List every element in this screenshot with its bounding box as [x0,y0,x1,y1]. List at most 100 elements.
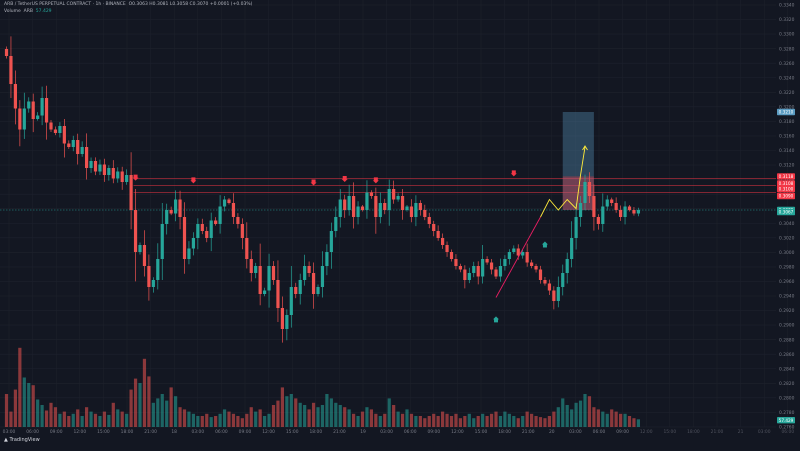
support-up-arrow-icon [493,316,499,323]
candle-body [538,269,543,280]
candle-body [125,175,129,182]
volume-bar [592,407,596,427]
volume-indicator-value: 57.429 [35,9,52,14]
candle-body [9,56,13,84]
candle-body [356,206,360,217]
volume-bar [427,416,431,427]
price-tick-label: 0.3020 [779,235,795,241]
volume-bar [498,416,503,427]
volume-bar [285,396,289,427]
price-tick-label: 0.3240 [779,75,795,81]
price-tick-label: 0.2880 [779,337,795,343]
volume-bar [205,413,209,427]
volume-bar [245,413,249,427]
volume-bar [53,407,58,427]
candle-body [53,129,58,133]
volume-bar [271,405,276,427]
candle-body [222,199,227,207]
candle-body [396,196,400,200]
volume-bar [125,413,129,427]
candle-body [138,245,142,252]
candle-body [40,98,44,116]
candle-body [44,98,49,123]
candle-body [129,175,133,210]
price-label-text: 0.3210 [779,110,794,115]
price-tick-label: 0.3180 [779,119,795,125]
candle-body [294,287,298,294]
candle-body [360,206,365,210]
volume-bar [458,418,462,427]
volume-bar [329,398,333,427]
volume-bar [71,413,75,427]
time-tick-label: 06:00 [404,429,417,435]
candle-body [610,199,614,203]
projection-arrow-head [582,145,588,151]
volume-bar [258,409,262,427]
price-label-text: 0.3118 [779,174,794,179]
price-tick-label: 0.2960 [779,279,795,285]
candle-body [67,143,71,147]
candle-body [547,283,551,291]
candle-body [436,231,440,238]
volume-bar [472,418,476,427]
candle-body [365,192,369,210]
candle-body [587,182,592,196]
volume-bar [316,407,320,427]
candle-body [334,217,338,231]
resistance-down-arrow-icon [132,174,139,181]
candle-body [58,126,62,133]
candle-body [325,252,329,266]
time-tick-label: 03:00 [569,429,582,435]
volume-bar [85,407,89,427]
candle-body [449,252,454,259]
volume-bar [378,416,382,427]
candle-body [481,259,485,277]
volume-bar [494,411,498,427]
time-tick-label: 18:00 [121,429,134,435]
volume-bar [174,396,178,427]
volume-legend: Volume ARB 57.429 [4,9,52,14]
candle-body [111,168,115,179]
candle-body [218,206,222,224]
candle-body [151,280,155,287]
volume-bar [147,376,151,427]
volume-bar [578,400,583,427]
candle-body [285,315,289,329]
candle-body [458,266,462,270]
volume-bar [614,411,618,427]
price-tick-label: 0.2940 [779,294,795,300]
volume-bar [587,396,592,427]
price-tick-label: 0.2840 [779,366,795,372]
volume-bar [267,413,271,427]
volume-indicator-symbol: ARB [23,9,33,14]
volume-bar [298,402,302,427]
candle-body [160,224,164,259]
candle-body [556,287,560,301]
volume-bar [156,398,160,427]
time-tick-label: 06:00 [26,429,39,435]
time-tick-label: 18:00 [687,429,700,435]
candle-body [13,84,17,109]
price-label-tag [777,180,795,187]
candle-body [254,266,258,273]
time-tick-label: 03:00 [380,429,393,435]
volume-bar [49,402,53,427]
volume-bar [236,416,240,427]
candle-body [147,266,151,287]
candle-body [36,115,40,119]
price-label-tag [777,108,795,116]
volume-bar [116,409,120,427]
time-tick-label: 21:00 [144,429,157,435]
volume-bar [18,347,22,427]
volume-bar [516,418,520,427]
volume-bar [538,417,543,427]
resistance-down-arrow-icon [341,176,348,182]
volume-bar [214,416,218,427]
time-tick-label: 15:00 [663,429,676,435]
time-tick-label: 12:00 [640,429,653,435]
price-tick-label: 0.3000 [779,250,795,256]
time-tick-label: 21:00 [333,429,346,435]
volume-bar [89,411,93,427]
